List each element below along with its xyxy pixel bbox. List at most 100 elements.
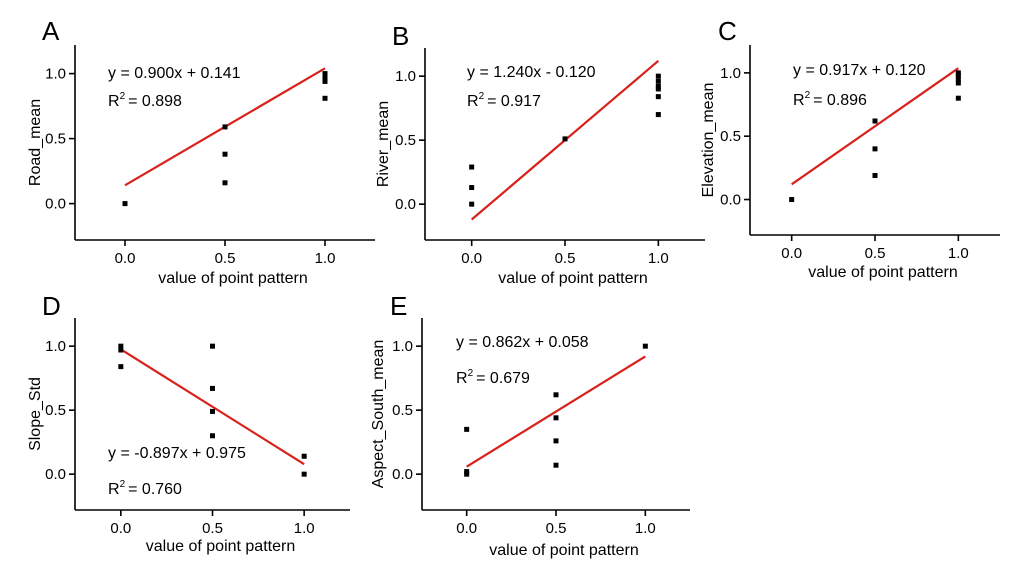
panel-letter: A: [42, 16, 60, 46]
y-tick-label: 1.0: [392, 338, 413, 355]
r-squared-value: = 0.917: [487, 93, 541, 110]
data-point: [553, 415, 559, 421]
x-tick-label: 1.0: [635, 520, 656, 537]
data-point: [955, 72, 961, 78]
r-symbol: R: [467, 93, 479, 110]
x-tick-label: 1.0: [648, 250, 669, 267]
x-tick-label: 0.5: [865, 245, 886, 262]
r-squared-label: R2 = 0.917: [467, 91, 541, 110]
r-squared-label: R2 = 0.679: [456, 368, 530, 387]
data-point: [118, 364, 124, 370]
y-axis-label: Road_mean: [27, 99, 44, 186]
data-point: [553, 438, 559, 444]
data-point: [301, 471, 307, 477]
panel-letter: D: [42, 291, 61, 321]
r-symbol: R: [456, 370, 468, 387]
regression-equation: y = 0.900x + 0.141: [108, 65, 241, 82]
data-point: [464, 469, 470, 475]
panel-letter: B: [392, 21, 409, 51]
y-tick-label: 1.0: [395, 68, 416, 85]
x-tick-label: 1.0: [315, 250, 336, 267]
data-point: [872, 146, 878, 152]
x-axis-label: value of point pattern: [489, 542, 638, 559]
r-squared-value: = 0.760: [128, 481, 182, 498]
y-tick-label: 0.0: [392, 466, 413, 483]
data-point: [553, 462, 559, 468]
data-point: [642, 343, 648, 349]
x-axis-label: value of point pattern: [158, 270, 307, 287]
y-tick-label: 0.5: [45, 131, 66, 148]
x-axis-label: value of point pattern: [498, 270, 647, 287]
data-point: [210, 343, 215, 349]
data-point: [955, 70, 961, 76]
data-point: [210, 408, 215, 414]
x-tick-label: 0.5: [202, 520, 223, 537]
y-tick-label: 1.0: [45, 338, 66, 355]
x-tick-label: 0.0: [781, 245, 802, 262]
regression-equation: y = 0.917x + 0.120: [793, 62, 926, 79]
r-squared-label: R2 = 0.760: [108, 479, 182, 498]
panel-letter: E: [390, 291, 407, 321]
data-point: [955, 76, 961, 82]
x-tick-label: 0.0: [461, 250, 482, 267]
data-point: [222, 151, 228, 157]
data-point: [562, 136, 568, 142]
regression-line: [466, 355, 646, 468]
data-point: [655, 73, 661, 79]
r-squared-value: = 0.896: [813, 92, 867, 109]
data-point: [222, 180, 228, 186]
data-point: [469, 185, 475, 191]
r-squared-label: R2 = 0.896: [793, 90, 867, 109]
data-point: [469, 164, 475, 170]
y-tick-label: 0.0: [45, 466, 66, 483]
y-axis-label: Elevation_mean: [700, 83, 717, 198]
y-tick-label: 0.0: [395, 196, 416, 213]
y-tick-label: 0.5: [395, 132, 416, 149]
y-axis-label: Slope_Std: [27, 377, 44, 451]
panel-letter: C: [718, 16, 737, 46]
superscript-2: 2: [479, 91, 485, 102]
data-point: [655, 78, 661, 84]
regression-equation: y = 1.240x - 0.120: [467, 64, 596, 81]
y-tick-label: 0.0: [720, 192, 741, 209]
regression-equation: y = 0.862x + 0.058: [456, 334, 589, 351]
x-axis-label: value of point pattern: [146, 538, 295, 555]
y-tick-label: 0.0: [45, 196, 66, 213]
data-point: [210, 385, 215, 391]
data-point: [872, 118, 878, 124]
x-tick-label: 0.0: [115, 250, 136, 267]
data-point: [469, 201, 475, 207]
data-point: [955, 95, 961, 101]
data-point: [655, 86, 661, 92]
r-symbol: R: [108, 481, 120, 498]
data-point: [222, 124, 228, 130]
y-axis-label: River_mean: [375, 101, 392, 187]
data-point: [322, 73, 328, 79]
x-tick-label: 1.0: [948, 245, 969, 262]
x-tick-label: 0.0: [110, 520, 131, 537]
superscript-2: 2: [120, 479, 126, 490]
data-point: [464, 426, 470, 432]
data-point: [122, 201, 128, 207]
data-point: [322, 78, 328, 84]
superscript-2: 2: [805, 90, 811, 101]
r-squared-label: R2 = 0.898: [108, 91, 182, 110]
superscript-2: 2: [468, 368, 474, 379]
regression-equation: y = -0.897x + 0.975: [108, 445, 246, 462]
data-point: [655, 83, 661, 89]
y-axis-label: Aspect_South_mean: [370, 340, 387, 489]
regression-line: [791, 67, 959, 186]
data-point: [789, 197, 795, 203]
data-point: [464, 471, 470, 477]
y-tick-label: 0.5: [45, 402, 66, 419]
regression-line: [120, 348, 305, 466]
data-point: [655, 94, 661, 100]
y-tick-label: 1.0: [720, 65, 741, 82]
x-tick-label: 1.0: [294, 520, 315, 537]
x-tick-label: 0.5: [546, 520, 567, 537]
